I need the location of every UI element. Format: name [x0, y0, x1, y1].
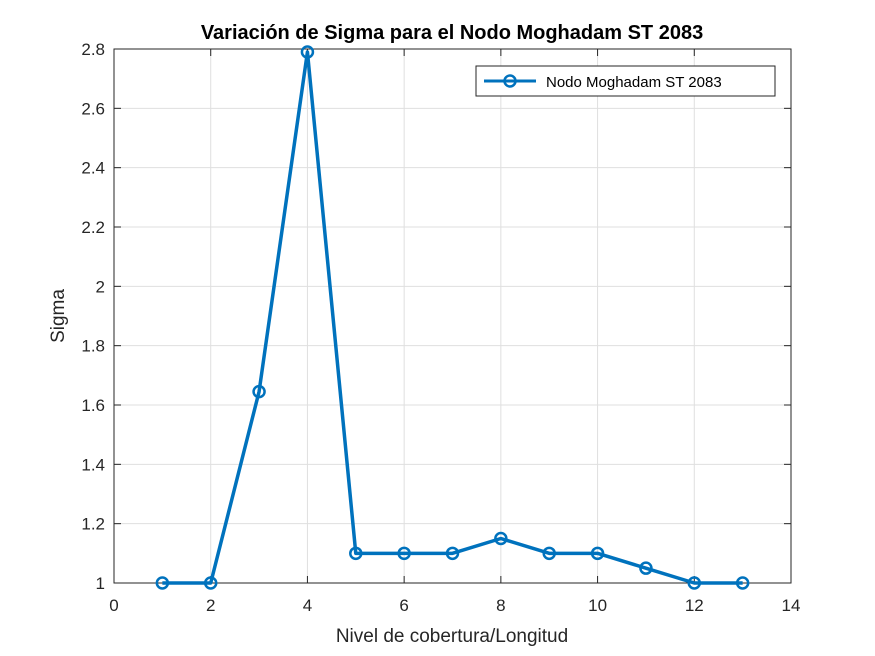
y-tick-labels: 1 1.2 1.4 1.6 1.8 2 2.2 2.4 2.6 2.8	[81, 40, 105, 593]
y-tick-label: 1.8	[81, 337, 105, 356]
legend-marker-sample	[503, 74, 517, 88]
data-point	[349, 546, 363, 561]
data-point	[397, 546, 411, 561]
data-point	[155, 576, 170, 590]
x-tick-label: 14	[782, 596, 801, 615]
chart-title: Variación de Sigma para el Nodo Moghadam…	[201, 22, 703, 44]
x-tick-label: 4	[303, 596, 312, 615]
data-point	[542, 546, 556, 561]
x-tick-label: 12	[685, 596, 704, 615]
data-point	[687, 576, 702, 590]
x-tick-label: 10	[588, 596, 607, 615]
x-tick-label: 0	[109, 596, 118, 615]
data-point	[590, 546, 605, 561]
data-point	[639, 561, 653, 575]
y-tick-label: 2.8	[81, 40, 105, 59]
data-point	[300, 45, 315, 59]
y-tick-label: 2.4	[81, 159, 105, 178]
x-tick-label: 2	[206, 596, 215, 615]
y-tick-label: 2.2	[81, 218, 105, 237]
y-tick-label: 1.4	[81, 455, 105, 474]
legend: Nodo Moghadam ST 2083	[475, 65, 776, 97]
series-line	[162, 50, 743, 585]
data-point	[735, 576, 750, 590]
x-axis-title: Nivel de cobertura/Longitud	[336, 626, 568, 647]
data-point	[252, 384, 266, 399]
legend-label: Nodo Moghadam ST 2083	[546, 74, 722, 91]
y-tick-label: 2.6	[81, 99, 105, 118]
y-tick-label: 1.2	[81, 515, 105, 534]
axes-box	[113, 48, 792, 584]
data-point	[203, 576, 218, 590]
series-layer	[155, 45, 750, 590]
data-point	[494, 531, 508, 546]
x-tick-label: 8	[496, 596, 505, 615]
y-tick-label: 1.6	[81, 396, 105, 415]
x-tick-label: 6	[399, 596, 408, 615]
plot-area	[114, 49, 791, 583]
y-axis-title: Sigma	[48, 289, 69, 343]
y-tick-label: 2	[96, 277, 105, 296]
data-point	[445, 546, 460, 561]
tick-marks	[113, 48, 792, 584]
y-tick-label: 1	[96, 574, 105, 593]
x-tick-labels: 0 2 4 6 8 10 12 14	[109, 596, 800, 615]
